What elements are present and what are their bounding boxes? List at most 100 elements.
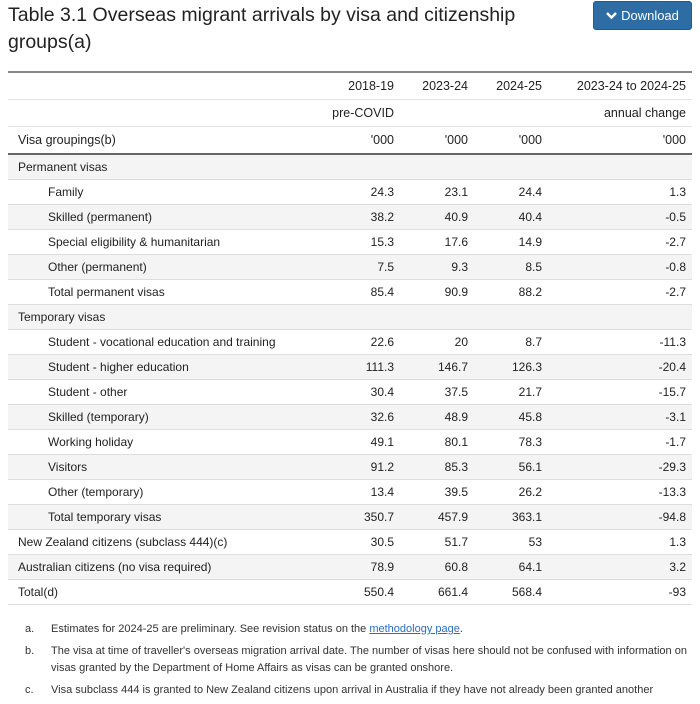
row-label: Permanent visas (8, 154, 326, 180)
cell-value: 30.5 (326, 529, 400, 555)
download-button[interactable]: Download (593, 1, 692, 30)
cell-value: 7.5 (326, 254, 400, 280)
cell-value: 24.3 (326, 179, 400, 205)
unit-header: '000 (326, 126, 400, 155)
table-row: Other (temporary) 13.4 39.5 26.2 -13.3 (8, 479, 692, 505)
footnote-key: a. (25, 623, 35, 635)
cell-value: 38.2 (326, 204, 400, 230)
col-subheader: annual change (548, 99, 692, 127)
header-row-units: Visa groupings(b) '000 '000 '000 '000 (8, 126, 692, 155)
row-label: Other (temporary) (8, 479, 326, 505)
footnote-key: b. (25, 645, 35, 657)
cell-value: 30.4 (326, 379, 400, 405)
cell-value: 51.7 (400, 529, 474, 555)
cell-value (548, 304, 692, 330)
col-subheader: pre-COVID (326, 99, 400, 127)
cell-value (474, 154, 548, 180)
unit-header: '000 (548, 126, 692, 155)
cell-value: -20.4 (548, 354, 692, 380)
cell-value: 1.3 (548, 529, 692, 555)
footnote-key: c. (25, 684, 34, 696)
col-header: 2024-25 (474, 72, 548, 100)
cell-value: 37.5 (400, 379, 474, 405)
footnote-text: Visa subclass 444 is granted to New Zeal… (51, 684, 654, 696)
row-label: Student - higher education (8, 354, 326, 380)
table-row: Student - other 30.4 37.5 21.7 -15.7 (8, 379, 692, 405)
col-subheader (400, 99, 474, 127)
cell-value (474, 304, 548, 330)
cell-value: 8.7 (474, 329, 548, 355)
methodology-page-link[interactable]: methodology page (369, 623, 460, 635)
cell-value: 40.9 (400, 204, 474, 230)
col-subheader (474, 99, 548, 127)
row-label: Working holiday (8, 429, 326, 455)
cell-value: -2.7 (548, 279, 692, 305)
table-row: Skilled (temporary) 32.6 48.9 45.8 -3.1 (8, 404, 692, 430)
unit-header: '000 (400, 126, 474, 155)
col-header: 2023-24 (400, 72, 474, 100)
cell-value: 13.4 (326, 479, 400, 505)
cell-value (326, 304, 400, 330)
cell-value: -15.7 (548, 379, 692, 405)
cell-value: 17.6 (400, 229, 474, 255)
cell-value: -94.8 (548, 504, 692, 530)
cell-value: 661.4 (400, 579, 474, 605)
row-label: Family (8, 179, 326, 205)
footnote-c: c. Visa subclass 444 is granted to New Z… (25, 682, 690, 699)
cell-value (548, 154, 692, 180)
cell-value: -0.5 (548, 204, 692, 230)
row-label: Visitors (8, 454, 326, 480)
cell-value: 48.9 (400, 404, 474, 430)
cell-value: 350.7 (326, 504, 400, 530)
row-label: Total temporary visas (8, 504, 326, 530)
cell-value: 111.3 (326, 354, 400, 380)
cell-value: -3.1 (548, 404, 692, 430)
cell-value: 22.6 (326, 329, 400, 355)
cell-value: 26.2 (474, 479, 548, 505)
table-row: Family 24.3 23.1 24.4 1.3 (8, 179, 692, 205)
cell-value: 45.8 (474, 404, 548, 430)
cell-value: 9.3 (400, 254, 474, 280)
cell-value: 14.9 (474, 229, 548, 255)
table-row: Temporary visas (8, 304, 692, 330)
cell-value (326, 154, 400, 180)
table-row: Visitors 91.2 85.3 56.1 -29.3 (8, 454, 692, 480)
cell-value: 15.3 (326, 229, 400, 255)
cell-value: 1.3 (548, 179, 692, 205)
row-label: Skilled (permanent) (8, 204, 326, 230)
cell-value: 78.9 (326, 554, 400, 580)
row-label: Special eligibility & humanitarian (8, 229, 326, 255)
row-label: Skilled (temporary) (8, 404, 326, 430)
cell-value: 23.1 (400, 179, 474, 205)
page-title: Table 3.1 Overseas migrant arrivals by v… (8, 4, 516, 53)
cell-value: 32.6 (326, 404, 400, 430)
row-label: Total(d) (8, 579, 326, 605)
cell-value: 90.9 (400, 279, 474, 305)
table-row: Australian citizens (no visa required) 78… (8, 554, 692, 580)
table-row: New Zealand citizens (subclass 444)(c) 30… (8, 529, 692, 555)
table-row: Total temporary visas 350.7 457.9 363.1 -94.… (8, 504, 692, 530)
table-row: Total(d) 550.4 661.4 568.4 -93 (8, 579, 692, 605)
cell-value: 80.1 (400, 429, 474, 455)
cell-value: 126.3 (474, 354, 548, 380)
chevron-down-icon (606, 12, 617, 20)
cell-value: 91.2 (326, 454, 400, 480)
cell-value: 88.2 (474, 279, 548, 305)
cell-value: -0.8 (548, 254, 692, 280)
cell-value: -13.3 (548, 479, 692, 505)
cell-value: 39.5 (400, 479, 474, 505)
cell-value: -93 (548, 579, 692, 605)
cell-value: 60.8 (400, 554, 474, 580)
cell-value: 550.4 (326, 579, 400, 605)
unit-header: '000 (474, 126, 548, 155)
cell-value: 78.3 (474, 429, 548, 455)
cell-value: -29.3 (548, 454, 692, 480)
footnote-text: Estimates for 2024-25 are preliminary. S… (51, 623, 370, 635)
cell-value: 363.1 (474, 504, 548, 530)
footnote-b: b. The visa at time of traveller's overs… (25, 643, 690, 677)
cell-value: 40.4 (474, 204, 548, 230)
download-label: Download (621, 8, 679, 23)
row-label: New Zealand citizens (subclass 444)(c) (8, 529, 326, 555)
data-table: 2018-19 2023-24 2024-25 2023-24 to 2024-… (8, 71, 692, 605)
table-row: Other (permanent) 7.5 9.3 8.5 -0.8 (8, 254, 692, 280)
